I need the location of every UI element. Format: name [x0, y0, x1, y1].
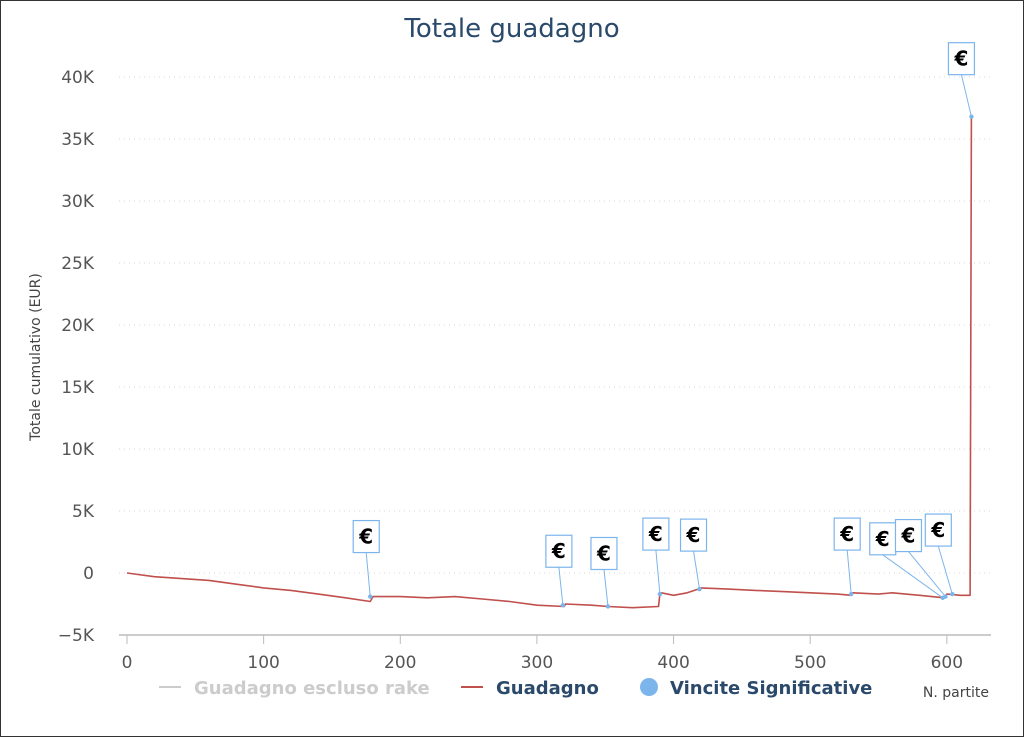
x-tick-label: 100 [247, 653, 279, 673]
legend-item-1[interactable]: Guadagno [461, 678, 599, 699]
y-tick-label: 20K [61, 316, 95, 336]
y-axis-title: Totale cumulativo (EUR) [28, 273, 44, 442]
flag-label: € [686, 523, 701, 547]
flag-label: € [953, 47, 968, 71]
flag-point [697, 586, 702, 592]
series-line-guadagno [126, 116, 973, 609]
flag-point [950, 591, 955, 597]
flag-connector [655, 550, 661, 595]
chart-title: Totale guadagno [403, 14, 619, 44]
flag-connector [908, 551, 946, 597]
flag-label: € [901, 524, 916, 548]
y-tick-label: 10K [61, 440, 95, 460]
flag-box [545, 534, 573, 568]
legend-label: Guadagno escluso rake [194, 678, 430, 699]
flag-box [894, 518, 923, 553]
flag-label: € [875, 527, 890, 551]
flag-marker: € [352, 519, 380, 599]
legend: Guadagno escluso rake Guadagno Vincite Sig… [159, 678, 872, 699]
x-tick-label: 200 [384, 653, 416, 673]
flag-marker: € [642, 517, 670, 597]
legend-label: Vincite Significative [670, 678, 872, 699]
flag-connector [558, 567, 564, 606]
flag-connector [882, 554, 944, 599]
legend-label: Guadagno [496, 678, 599, 699]
flag-marker: € [833, 517, 861, 597]
legend-item-0[interactable]: Guadagno escluso rake [159, 678, 430, 699]
flag-connector [960, 74, 972, 117]
flag-label: € [358, 525, 373, 549]
flag-box [947, 42, 976, 76]
flag-label: € [551, 539, 566, 563]
y-axis-ticks: −5K 0 5K 10K 15K 20K 25K 30K 35K 40K [58, 68, 95, 646]
flag-connector [603, 569, 609, 607]
y-tick-label: 30K [61, 192, 95, 212]
flag-marker: € [924, 513, 955, 597]
flag-box [352, 519, 380, 554]
y-tick-label: −5K [58, 626, 95, 646]
flag-box [590, 536, 618, 571]
flag-point [657, 591, 663, 597]
flag-label: € [930, 518, 945, 542]
y-tick-label: 15K [61, 378, 95, 398]
y-tick-label: 5K [72, 502, 95, 522]
flag-label: € [596, 541, 611, 565]
flag-marker: € [894, 518, 948, 599]
flag-connector [937, 545, 953, 595]
y-tick-label: 25K [61, 254, 95, 274]
x-tick-label: 300 [521, 653, 553, 673]
flag-label: € [648, 522, 663, 546]
flag-box [833, 517, 861, 551]
flag-box [869, 522, 897, 556]
grid-lines [119, 76, 991, 574]
flag-connector [693, 551, 701, 590]
flag-point [848, 591, 854, 597]
flag-point [368, 594, 373, 599]
x-axis-title: N. partite [923, 685, 989, 701]
legend-circle-symbol [640, 678, 658, 696]
flags-layer: € € € € € € € € € € [352, 42, 976, 609]
flag-marker: € [679, 518, 708, 592]
x-axis: 0 100 200 300 400 500 600 [119, 634, 991, 673]
flag-box [642, 517, 670, 551]
legend-item-2[interactable]: Vincite Significative [640, 678, 872, 699]
flag-marker: € [590, 536, 618, 609]
flag-box [924, 513, 952, 547]
flag-marker: € [947, 42, 976, 119]
y-tick-label: 0 [83, 564, 94, 584]
y-tick-label: 35K [61, 130, 95, 150]
flag-connector [365, 552, 371, 597]
x-tick-label: 500 [794, 653, 826, 673]
y-tick-label: 40K [61, 68, 95, 88]
series-layer [126, 116, 973, 609]
flag-point [943, 594, 948, 599]
flag-connector [846, 550, 852, 595]
flag-point [969, 114, 974, 119]
flag-box [679, 518, 708, 552]
flag-marker: € [545, 534, 573, 608]
flag-point [560, 603, 566, 608]
flag-label: € [839, 522, 854, 546]
x-tick-label: 0 [122, 653, 133, 673]
x-tick-label: 400 [657, 653, 689, 673]
flag-marker: € [869, 522, 945, 600]
x-tick-label: 600 [931, 653, 963, 673]
flag-point [605, 604, 611, 609]
